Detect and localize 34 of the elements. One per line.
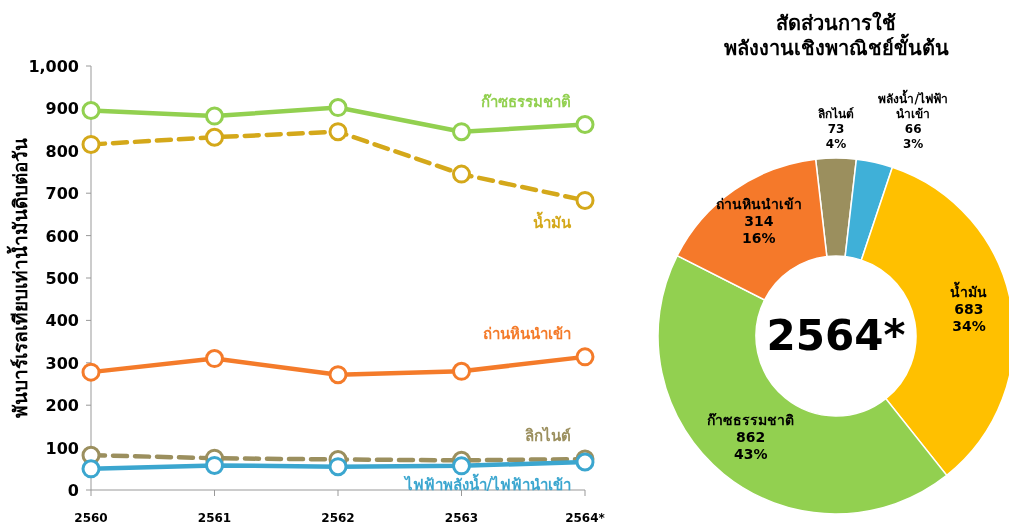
y-tick-label: 400 (45, 311, 79, 331)
series-label: ถ่านหินนำเข้า (483, 324, 571, 343)
text: 2564* (766, 311, 906, 360)
chart-title: สัดส่วนการใช้ พลังงานเชิงพาณิชย์ขั้นต้น (723, 11, 949, 60)
x-tick-label: 2561 (197, 511, 232, 525)
data-label: 862 43% (733, 428, 768, 462)
series-label: ก๊าซธรรมชาติ (481, 92, 571, 111)
y-tick-label: 1,000 (28, 57, 79, 76)
x-tick-label: 2563 (444, 511, 479, 525)
slice-label: น้ำมัน (950, 280, 988, 300)
y-tick-label: 100 (45, 438, 79, 458)
y-tick-label: 200 (45, 396, 79, 416)
y-tick-label: 600 (45, 226, 79, 246)
slice-label: ถ่านหินนำเข้า (715, 196, 802, 213)
slice-label: พลังน้ำ/ไฟฟ้า นำเข้า (878, 89, 948, 121)
y-tick-label: 500 (45, 269, 79, 288)
y-tick-label: 300 (45, 353, 79, 373)
y-tick-label: 700 (45, 184, 79, 204)
y-axis-title: พันบาร์เรลเทียบเท่าน้ำมันดิบต่อวัน (6, 138, 31, 418)
data-label: 66 3% (903, 122, 924, 151)
y-tick-label: 0 (67, 481, 79, 500)
data-label: 683 34% (952, 300, 986, 334)
y-tick-label: 900 (45, 99, 79, 119)
series-label: ไฟฟ้าพลังน้ำ/ไฟฟ้านำเข้า (402, 473, 571, 495)
series-label: ลิกไนต์ (525, 426, 571, 446)
x-tick-label: 2560 (74, 511, 108, 525)
slice-label: ก๊าซธรรมชาติ (707, 411, 795, 428)
x-tick-label: 2562 (321, 511, 355, 525)
data-label: 314 16% (742, 213, 776, 247)
y-tick-label: 800 (45, 141, 79, 161)
x-tick-label: 2564* (565, 511, 606, 525)
series-label: น้ำมัน (533, 211, 572, 233)
data-label: 73 4% (825, 122, 847, 151)
slice-label: ลิกไนต์ (818, 106, 854, 121)
